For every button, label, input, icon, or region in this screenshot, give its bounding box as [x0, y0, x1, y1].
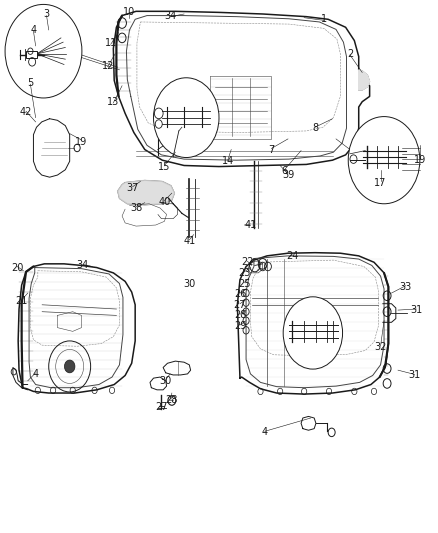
- Text: 15: 15: [158, 161, 171, 172]
- Text: 10: 10: [124, 7, 136, 18]
- Text: 38: 38: [130, 203, 142, 213]
- Text: 27: 27: [155, 402, 168, 413]
- Text: 30: 30: [159, 376, 172, 386]
- Circle shape: [153, 78, 219, 158]
- Circle shape: [283, 297, 343, 369]
- Text: 31: 31: [409, 370, 421, 381]
- Text: 31: 31: [410, 305, 423, 315]
- Text: 21: 21: [15, 296, 28, 306]
- Text: 11: 11: [105, 38, 117, 48]
- Text: 42: 42: [20, 107, 32, 117]
- Text: 22: 22: [241, 257, 254, 267]
- Text: 1: 1: [321, 14, 327, 25]
- Text: 33: 33: [400, 282, 412, 292]
- Text: 17: 17: [374, 177, 387, 188]
- Text: 23: 23: [238, 268, 251, 278]
- Text: 20: 20: [11, 263, 24, 272]
- Text: 41: 41: [244, 220, 257, 230]
- Text: 6: 6: [282, 166, 288, 176]
- Text: 3: 3: [43, 9, 49, 19]
- Text: 4: 4: [262, 427, 268, 438]
- Text: 29: 29: [234, 321, 246, 331]
- Text: 4: 4: [30, 25, 36, 35]
- Bar: [26, 51, 37, 58]
- Text: 2: 2: [347, 49, 353, 59]
- Text: 12: 12: [102, 61, 114, 70]
- Circle shape: [5, 4, 82, 98]
- Text: 34: 34: [77, 261, 89, 270]
- Text: 19: 19: [75, 136, 88, 147]
- Text: 28: 28: [165, 395, 177, 406]
- Text: 41: 41: [183, 236, 195, 246]
- Text: 5: 5: [27, 78, 34, 88]
- Text: 37: 37: [127, 183, 139, 193]
- Text: 25: 25: [238, 279, 251, 288]
- Text: 39: 39: [282, 170, 294, 180]
- Text: 32: 32: [374, 342, 387, 352]
- Text: 28: 28: [234, 310, 246, 320]
- Circle shape: [348, 117, 420, 204]
- Text: 4: 4: [32, 369, 39, 379]
- Circle shape: [64, 360, 75, 373]
- Text: 30: 30: [183, 279, 195, 288]
- Text: 24: 24: [286, 251, 299, 261]
- Polygon shape: [359, 70, 370, 90]
- Text: 26: 26: [234, 289, 246, 299]
- Text: 14: 14: [222, 156, 234, 166]
- Text: 8: 8: [312, 123, 318, 133]
- Polygon shape: [118, 180, 174, 205]
- Text: 34: 34: [164, 11, 176, 21]
- Text: 27: 27: [234, 300, 246, 310]
- Text: 13: 13: [107, 96, 120, 107]
- Text: 19: 19: [414, 155, 426, 165]
- Text: 40: 40: [158, 197, 170, 207]
- Text: 7: 7: [268, 144, 275, 155]
